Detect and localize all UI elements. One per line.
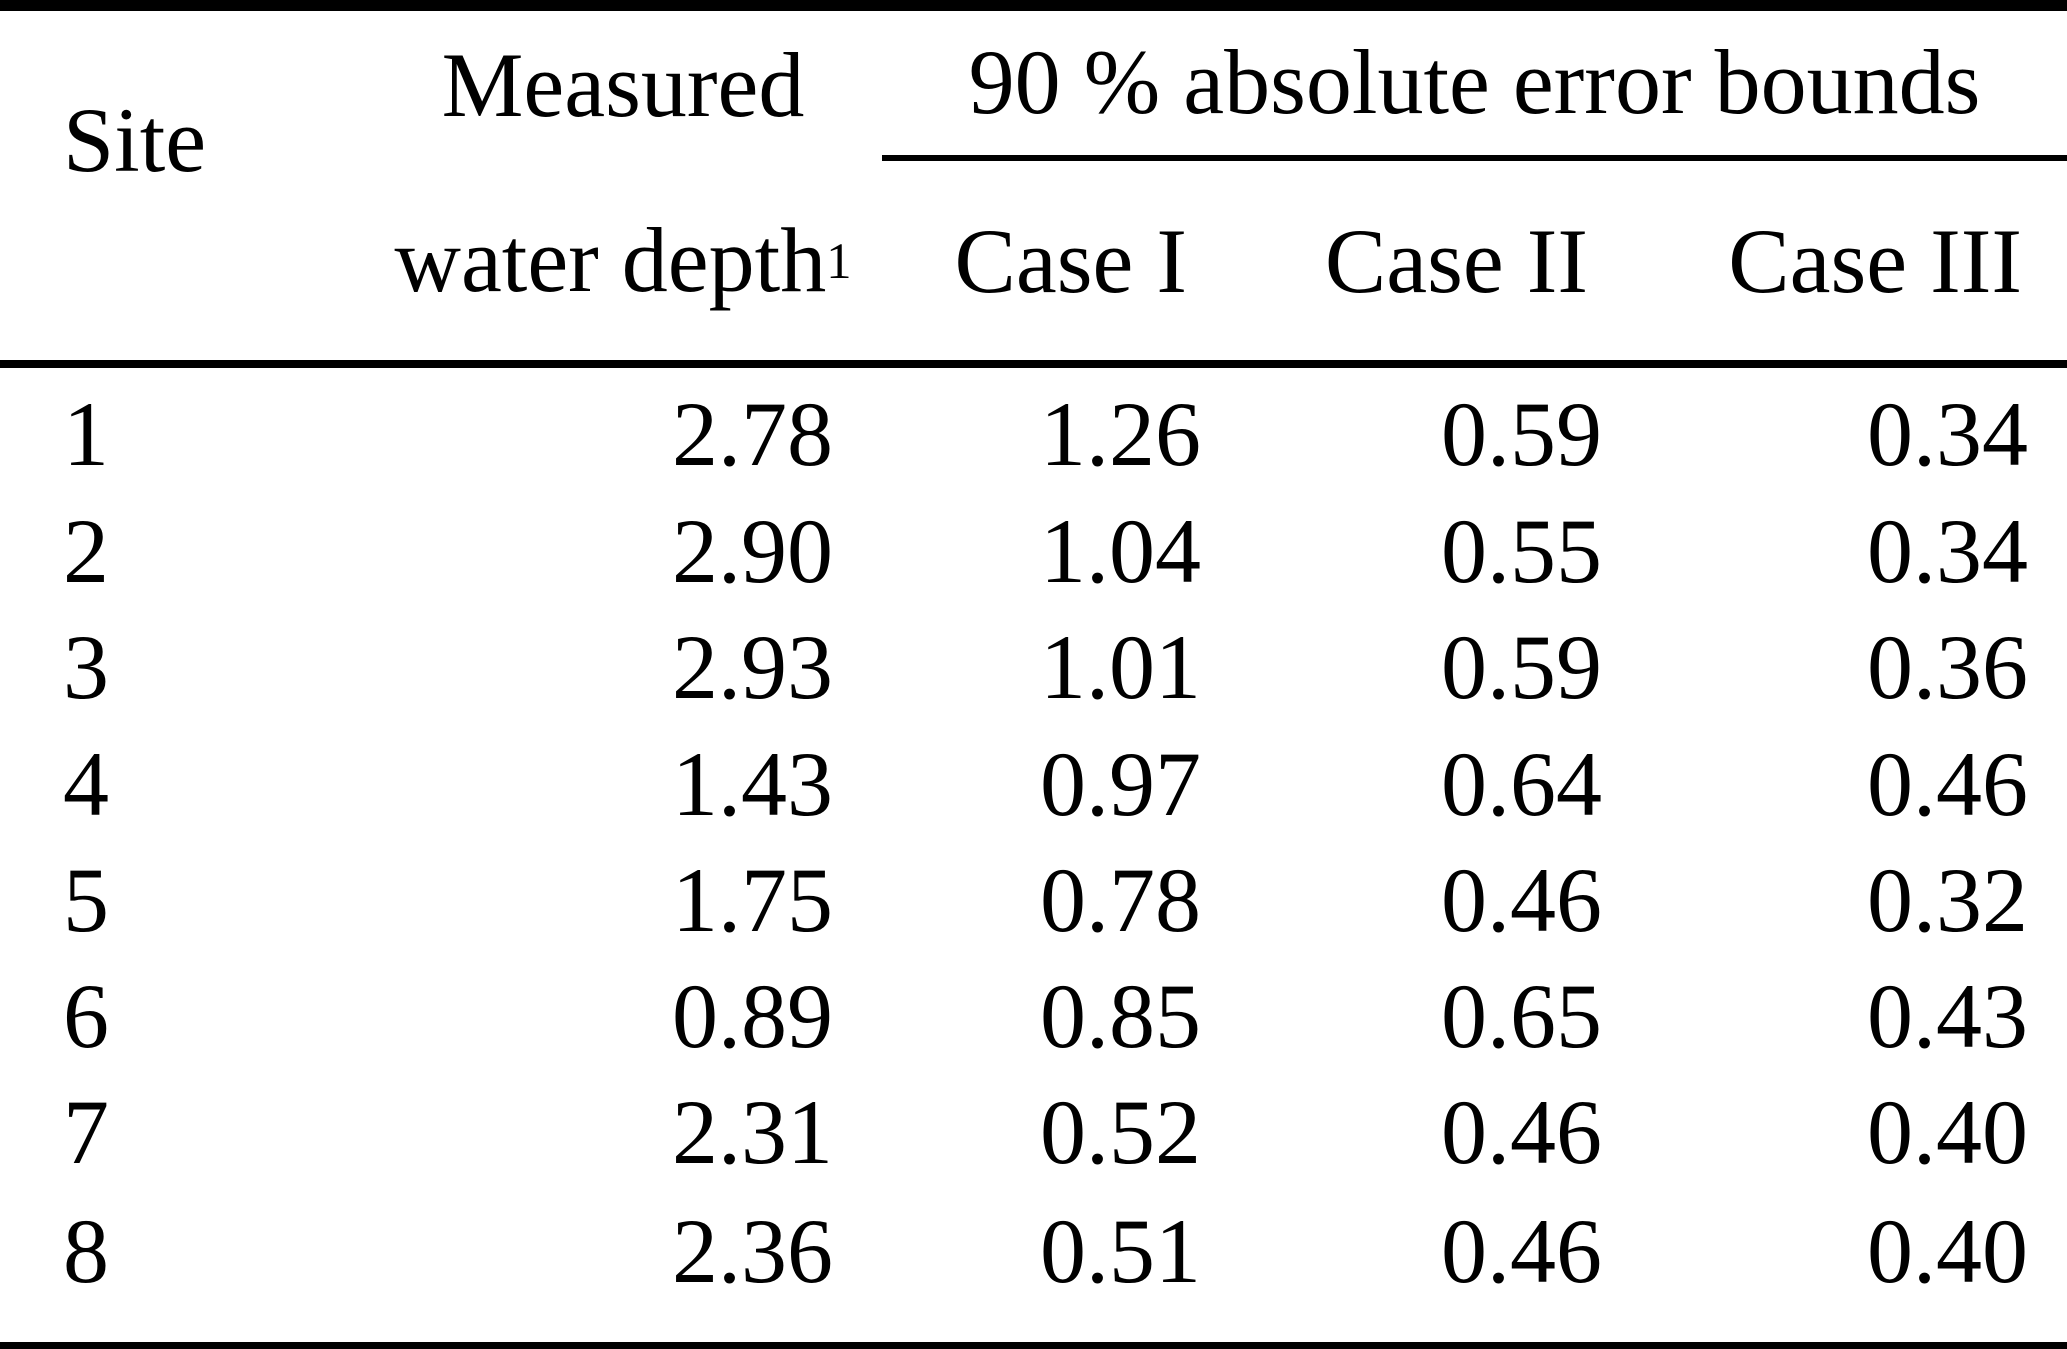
site-cell: 3: [63, 616, 109, 719]
site-cell: 6: [63, 964, 109, 1067]
column-header-case-3: Case III: [1728, 209, 2022, 312]
case2-cell: 0.59: [1441, 616, 1602, 719]
table-header: Site Measured water depth 1 90 % absolute…: [0, 6, 2067, 365]
case1-cell: 0.85: [1040, 964, 1201, 1067]
water-depth-cell: 2.78: [413, 360, 833, 494]
water-depth-cell: 1.75: [672, 848, 833, 951]
case1-cell: 1.04: [1040, 500, 1201, 603]
column-header-measured-water-depth: Measured water depth 1: [394, 6, 852, 365]
table-row-site-3: 3 2.93 1.01 0.59 0.36: [0, 610, 2067, 726]
water-depth-cell: 2.31: [672, 1080, 833, 1183]
error-bounds-group-label: 90 % absolute error bounds: [968, 31, 1981, 134]
case3-cell: 0.32: [1867, 848, 2028, 951]
water-depth-cell: 2.93: [672, 616, 833, 719]
site-cell: 8: [63, 1199, 109, 1302]
site-cell: 2: [63, 500, 109, 603]
table-row-site-7: 7 2.31 0.52 0.46 0.40: [0, 1074, 2067, 1190]
site-cell: 5: [63, 848, 109, 951]
table-row-site-6: 6 0.89 0.85 0.65 0.43: [0, 958, 2067, 1074]
case3-cell: 0.40: [1867, 1199, 2028, 1302]
column-header-case-2: Case II: [1324, 209, 1588, 312]
case2-cell: 0.59: [1201, 360, 1602, 494]
water-depth-cell: 1.43: [672, 732, 833, 835]
water-depth-cell: 0.89: [672, 964, 833, 1067]
case1-cell: 0.51: [1040, 1199, 1201, 1302]
case2-cell: 0.46: [1441, 848, 1602, 951]
case2-cell: 0.65: [1441, 964, 1602, 1067]
column-header-site: Site: [0, 6, 413, 365]
water-depth-cell: 2.36: [672, 1199, 833, 1302]
case3-cell: 0.36: [1867, 616, 2028, 719]
table-row-site-8: 8 2.36 0.51 0.46 0.40: [0, 1191, 2067, 1348]
case1-cell: 0.97: [1040, 732, 1201, 835]
case3-cell: 0.46: [1867, 732, 2028, 835]
case1-cell: 1.26: [833, 360, 1201, 494]
measured-label: Measured: [441, 34, 805, 137]
case2-cell: 0.55: [1441, 500, 1602, 603]
case1-cell: 0.78: [1040, 848, 1201, 951]
table-row-site-2: 2 2.90 1.04 0.55 0.34: [0, 494, 2067, 610]
case3-cell: 0.34: [1602, 360, 2067, 494]
case2-cell: 0.46: [1441, 1199, 1602, 1302]
case1-cell: 1.01: [1040, 616, 1201, 719]
column-group-header-error-bounds: 90 % absolute error bounds: [833, 6, 2067, 163]
case3-cell: 0.34: [1867, 500, 2028, 603]
site-cell: 4: [63, 732, 109, 835]
case3-cell: 0.43: [1867, 964, 2028, 1067]
case1-cell: 0.52: [1040, 1080, 1201, 1183]
case3-cell: 0.40: [1867, 1080, 2028, 1183]
table-body: 1 2.78 1.26 0.59 0.34 2 2.90 1.04 0.55 0…: [0, 360, 2067, 1348]
header-row-top: Site Measured water depth 1 90 % absolute…: [0, 6, 2067, 311]
table-row-site-4: 4 1.43 0.97 0.64 0.46: [0, 726, 2067, 842]
water-depth-cell: 2.90: [672, 500, 833, 603]
water-depth-text: water depth: [394, 208, 827, 311]
case2-cell: 0.64: [1441, 732, 1602, 835]
site-cell: 1: [0, 360, 413, 494]
header-row-cases: Case I Case II Case III: [0, 163, 2067, 364]
table-row-site-1: 1 2.78 1.26 0.59 0.34: [0, 360, 2067, 494]
site-cell: 7: [63, 1080, 109, 1183]
site-label: Site: [63, 88, 207, 191]
water-depth-label: water depth 1: [394, 208, 852, 311]
table-row-site-5: 5 1.75 0.78 0.46 0.32: [0, 842, 2067, 958]
column-header-case-1: Case I: [954, 209, 1187, 312]
error-bounds-group-rule: 90 % absolute error bounds: [882, 11, 2067, 161]
case2-cell: 0.46: [1441, 1080, 1602, 1183]
